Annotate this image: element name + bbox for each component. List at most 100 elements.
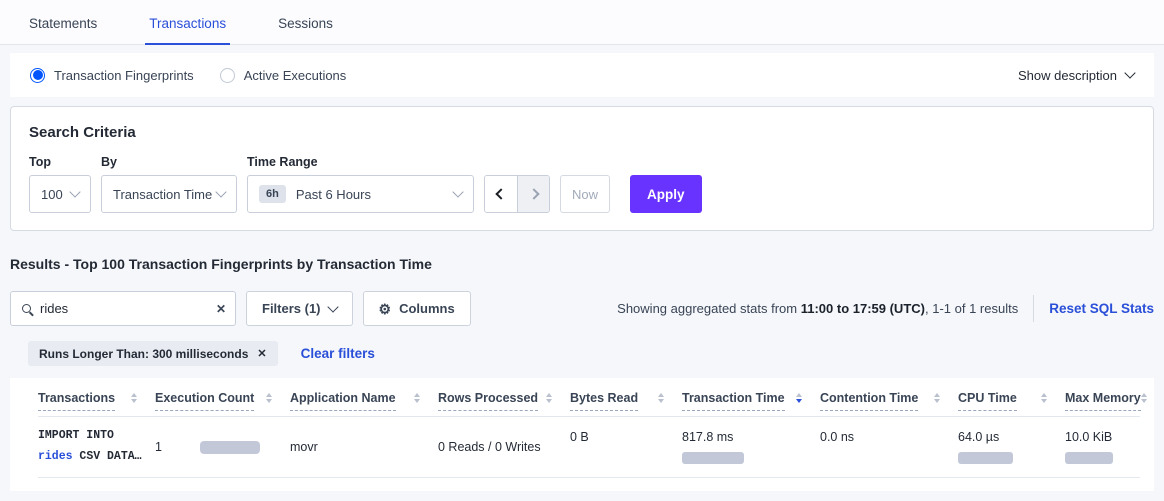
column-header-label: Transaction Time (682, 391, 785, 411)
max-memory-value: 10.0 KiB (1065, 430, 1154, 447)
search-input[interactable] (40, 301, 216, 316)
column-header-max-memory[interactable]: Max Memory (1065, 391, 1164, 411)
column-header-contention-time[interactable]: Contention Time (820, 391, 958, 411)
clear-search-icon[interactable]: ✕ (216, 302, 226, 316)
column-header-cpu-time[interactable]: CPU Time (958, 391, 1065, 411)
sql-line-2: rides CSV DATA… (38, 447, 155, 468)
tab-transactions[interactable]: Transactions (145, 16, 230, 45)
by-label: By (101, 155, 237, 169)
sort-icon (1041, 393, 1047, 403)
column-header-label: Contention Time (820, 391, 918, 411)
active-filters-row: Runs Longer Than: 300 milliseconds ✕ Cle… (28, 341, 1154, 366)
column-header-application-name[interactable]: Application Name (290, 391, 438, 411)
max-memory-cell: 10.0 KiB (1065, 430, 1154, 464)
column-header-transactions[interactable]: Transactions (38, 391, 155, 411)
cpu-time-bar (958, 452, 1013, 464)
radio-unselected-icon (220, 68, 235, 83)
cpu-time-value: 64.0 µs (958, 430, 1065, 447)
chevron-down-icon (1124, 67, 1135, 78)
gear-icon: ⚙ (379, 302, 392, 316)
column-header-label: Application Name (290, 391, 396, 411)
cpu-time-cell: 64.0 µs (958, 430, 1065, 464)
by-field: By Transaction Time (101, 155, 237, 213)
chevron-down-icon (452, 186, 463, 197)
chevron-down-icon (215, 186, 226, 197)
radio-selected-icon (30, 68, 45, 83)
bytes-read-cell: 0 B (570, 430, 682, 464)
sort-icon (934, 393, 940, 403)
view-toggle-bar: Transaction Fingerprints Active Executio… (10, 53, 1154, 97)
radio-active-executions[interactable]: Active Executions (220, 68, 347, 83)
stats-prefix: Showing aggregated stats from (617, 301, 801, 316)
tab-sessions[interactable]: Sessions (274, 16, 337, 44)
chevron-down-icon (327, 301, 338, 312)
sort-icon (131, 393, 137, 403)
top-select-value: 100 (41, 187, 63, 202)
show-description-label: Show description (1018, 68, 1117, 83)
by-select-value: Transaction Time (113, 187, 212, 202)
sort-icon (658, 393, 664, 403)
sql-line-1: IMPORT INTO (38, 426, 155, 447)
filters-button[interactable]: Filters (1) (246, 291, 353, 326)
column-header-label: CPU Time (958, 391, 1017, 411)
aggregated-stats-text: Showing aggregated stats from 11:00 to 1… (617, 301, 1018, 316)
apply-button[interactable]: Apply (630, 175, 702, 213)
top-select[interactable]: 100 (29, 175, 91, 213)
chevron-right-icon (528, 188, 539, 199)
results-controls: ✕ Filters (1) ⚙ Columns Showing aggregat… (10, 291, 1154, 326)
search-criteria-card: Search Criteria Top 100 By Transaction T… (10, 106, 1154, 231)
bytes-read-value: 0 B (570, 430, 682, 447)
filter-pill-label: Runs Longer Than: 300 milliseconds (39, 347, 248, 361)
sort-icon (546, 393, 552, 403)
filter-pill: Runs Longer Than: 300 milliseconds ✕ (28, 341, 278, 366)
vertical-divider (1033, 295, 1034, 322)
table-header-row: Transactions Execution Count Application… (38, 391, 1154, 416)
contention-time-value: 0.0 ns (820, 430, 958, 447)
transaction-time-bar (682, 452, 744, 464)
column-header-transaction-time[interactable]: Transaction Time (682, 391, 820, 411)
remove-filter-icon[interactable]: ✕ (257, 347, 266, 360)
chevron-down-icon (69, 186, 80, 197)
stats-suffix: , 1-1 of 1 results (925, 301, 1018, 316)
filters-button-label: Filters (1) (262, 301, 321, 316)
sort-icon (414, 393, 420, 403)
now-button[interactable]: Now (560, 175, 610, 213)
column-header-bytes-read[interactable]: Bytes Read (570, 391, 682, 411)
time-range-select[interactable]: 6h Past 6 Hours (247, 175, 474, 213)
radio-transaction-fingerprints[interactable]: Transaction Fingerprints (30, 68, 194, 83)
stats-time-range: 11:00 to 17:59 (UTC) (801, 301, 925, 316)
show-description-toggle[interactable]: Show description (1018, 68, 1134, 83)
top-field: Top 100 (29, 155, 91, 213)
max-memory-bar (1065, 452, 1113, 464)
time-range-field: Time Range 6h Past 6 Hours (247, 155, 474, 213)
column-header-execution-count[interactable]: Execution Count (155, 391, 290, 411)
by-select[interactable]: Transaction Time (101, 175, 237, 213)
sql-line-2-rest: CSV DATA… (73, 450, 142, 463)
sort-desc-icon (796, 393, 802, 403)
column-header-label: Execution Count (155, 391, 254, 411)
results-table: Transactions Execution Count Application… (10, 378, 1154, 491)
tab-statements[interactable]: Statements (25, 16, 101, 44)
column-header-label: Max Memory (1065, 391, 1141, 411)
reset-sql-stats-link[interactable]: Reset SQL Stats (1049, 301, 1154, 316)
search-icon (22, 304, 31, 313)
transaction-fingerprint-link[interactable]: IMPORT INTO rides CSV DATA… (38, 426, 155, 467)
sql-table-name: rides (38, 450, 73, 463)
time-range-label: Time Range (247, 155, 474, 169)
column-header-label: Rows Processed (438, 391, 538, 411)
time-range-value: Past 6 Hours (296, 187, 371, 202)
time-step-back-button[interactable] (485, 176, 517, 212)
column-header-rows-processed[interactable]: Rows Processed (438, 391, 570, 411)
time-step-group (484, 175, 550, 213)
execution-count-bar (200, 441, 260, 454)
contention-time-cell: 0.0 ns (820, 430, 958, 464)
columns-button[interactable]: ⚙ Columns (363, 291, 471, 326)
time-step-forward-button[interactable] (517, 176, 549, 212)
sort-icon (1141, 393, 1147, 403)
radio-fingerprints-label: Transaction Fingerprints (54, 68, 194, 83)
transaction-time-value: 817.8 ms (682, 430, 820, 447)
clear-filters-link[interactable]: Clear filters (301, 346, 375, 361)
radio-active-executions-label: Active Executions (244, 68, 347, 83)
execution-count-value: 1 (155, 440, 162, 454)
table-row: IMPORT INTO rides CSV DATA… 1 movr 0 Rea… (38, 417, 1154, 477)
